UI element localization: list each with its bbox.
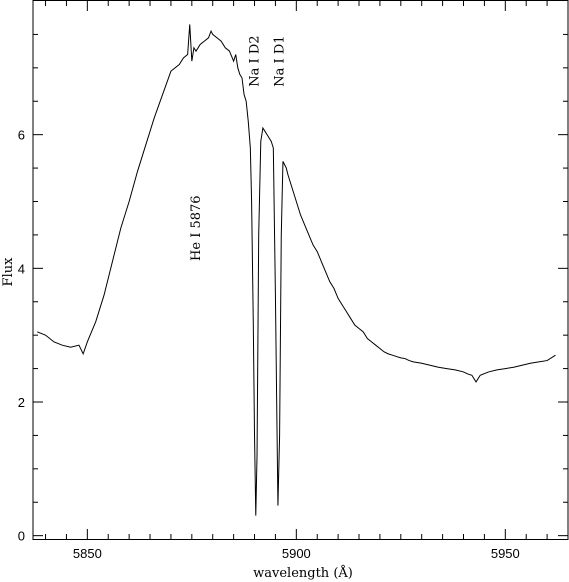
y-axis-label: Flux xyxy=(1,257,16,287)
annotation-label: He I 5876 xyxy=(189,195,204,261)
axis-ticks xyxy=(33,1,569,539)
y-tick-label: 6 xyxy=(18,128,25,143)
y-tick-label: 0 xyxy=(18,529,25,544)
plot-frame xyxy=(32,0,569,540)
x-tick-label: 5900 xyxy=(282,546,311,561)
x-axis-label: wavelength (Å) xyxy=(253,565,353,581)
annotation-label: Na I D2 xyxy=(248,35,263,86)
annotation-label: Na I D1 xyxy=(273,35,288,86)
line-annotations: He I 5876 Na I D2 Na I D1 xyxy=(189,35,288,260)
axis-tick-labels: 5850 5900 5950 0 2 4 6 xyxy=(18,128,520,561)
x-tick-label: 5950 xyxy=(491,546,520,561)
x-tick-label: 5850 xyxy=(73,546,102,561)
spectrum-line xyxy=(36,24,556,516)
y-tick-label: 4 xyxy=(18,261,25,276)
y-tick-label: 2 xyxy=(18,395,25,410)
